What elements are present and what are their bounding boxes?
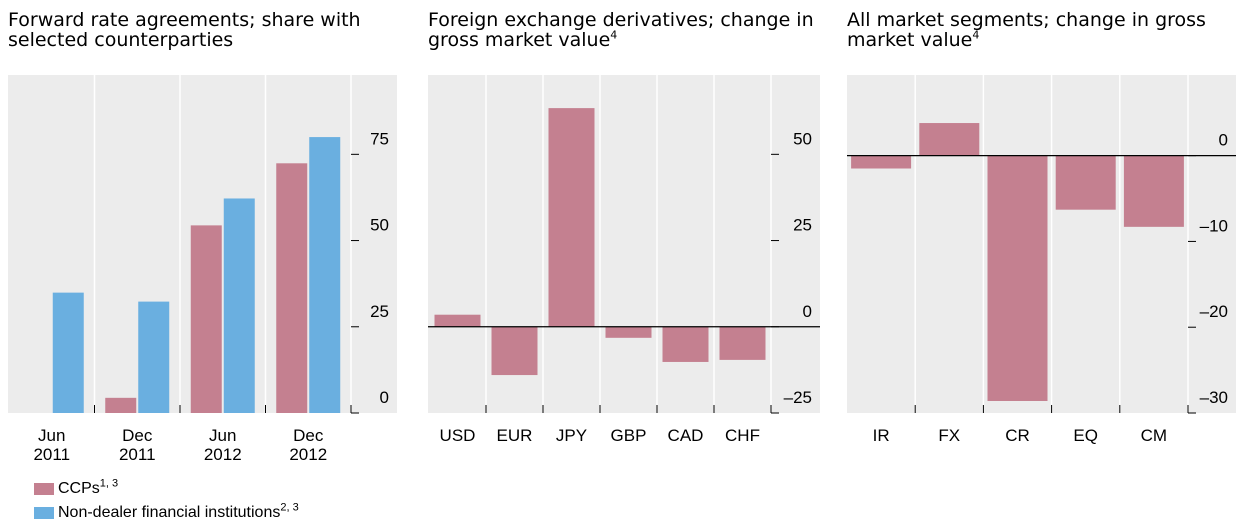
x-tick-label: Jun 2012 xyxy=(203,426,242,464)
chart-title: Forward rate agreements; share with sele… xyxy=(8,10,408,50)
legend-swatch xyxy=(34,507,54,519)
legend-swatch xyxy=(34,483,54,495)
legend-entry: Non-dealer financial institutions2, 3 xyxy=(34,501,299,522)
y-tick-label: –30 xyxy=(1200,388,1228,407)
bar xyxy=(987,155,1048,401)
bar xyxy=(276,163,308,413)
bar xyxy=(851,155,912,169)
chart-title: All market segments; change in gross mar… xyxy=(847,10,1244,50)
bar xyxy=(309,137,341,413)
x-tick-label: IR xyxy=(872,426,890,445)
title-text: All market segments; change in gross mar… xyxy=(847,9,1206,51)
y-tick-label: –20 xyxy=(1200,302,1228,321)
title-note: 4 xyxy=(610,28,618,42)
bar xyxy=(919,123,980,156)
x-tick-label: USD xyxy=(439,426,476,445)
legend-label: Non-dealer financial institutions xyxy=(58,504,281,521)
title-text: Foreign exchange derivatives; change in … xyxy=(428,9,814,51)
x-tick-label: CAD xyxy=(667,426,704,445)
bar xyxy=(1123,155,1184,227)
y-tick-label: 75 xyxy=(370,129,389,148)
y-tick-label: 50 xyxy=(370,216,389,235)
bar xyxy=(662,326,709,362)
bar xyxy=(1055,155,1116,210)
bar xyxy=(548,108,595,327)
x-tick-label: CM xyxy=(1140,426,1168,445)
plot-area xyxy=(428,75,820,413)
title-note: 4 xyxy=(972,28,980,42)
bar xyxy=(719,326,766,360)
y-tick-label: 50 xyxy=(793,129,812,148)
x-tick-label: JPY xyxy=(555,426,588,445)
legend-label: CCPs xyxy=(58,480,100,497)
x-tick-label: Dec 2012 xyxy=(289,426,328,464)
y-tick-label: 0 xyxy=(803,302,812,321)
x-tick-label: GBP xyxy=(610,426,647,445)
bar xyxy=(491,326,538,376)
x-tick-label: FX xyxy=(938,426,961,445)
x-tick-label: Dec 2011 xyxy=(118,426,156,464)
y-tick-label: 25 xyxy=(793,216,812,235)
x-tick-label: CR xyxy=(1005,426,1030,445)
y-tick-label: 0 xyxy=(380,388,389,407)
y-tick-label: –25 xyxy=(784,388,812,407)
y-tick-label: 0 xyxy=(1219,131,1228,150)
bar xyxy=(105,397,137,413)
legend-note: 2, 3 xyxy=(280,501,299,514)
bar xyxy=(138,301,170,413)
chart-title: Foreign exchange derivatives; change in … xyxy=(428,10,828,50)
x-tick-label: CHF xyxy=(725,426,760,445)
bar xyxy=(52,292,84,413)
x-tick-label: EQ xyxy=(1073,426,1098,445)
x-tick-label: Jun 2011 xyxy=(33,426,71,464)
x-tick-label: EUR xyxy=(496,426,533,445)
y-tick-label: –10 xyxy=(1200,216,1228,235)
bar xyxy=(605,326,652,338)
bar xyxy=(190,225,222,413)
y-tick-label: 25 xyxy=(370,302,389,321)
bar xyxy=(223,198,255,413)
title-text: Forward rate agreements; share with sele… xyxy=(8,9,361,51)
bar xyxy=(434,314,481,327)
legend-note: 1, 3 xyxy=(99,477,119,490)
legend-entry: CCPs1, 3 xyxy=(34,477,119,498)
